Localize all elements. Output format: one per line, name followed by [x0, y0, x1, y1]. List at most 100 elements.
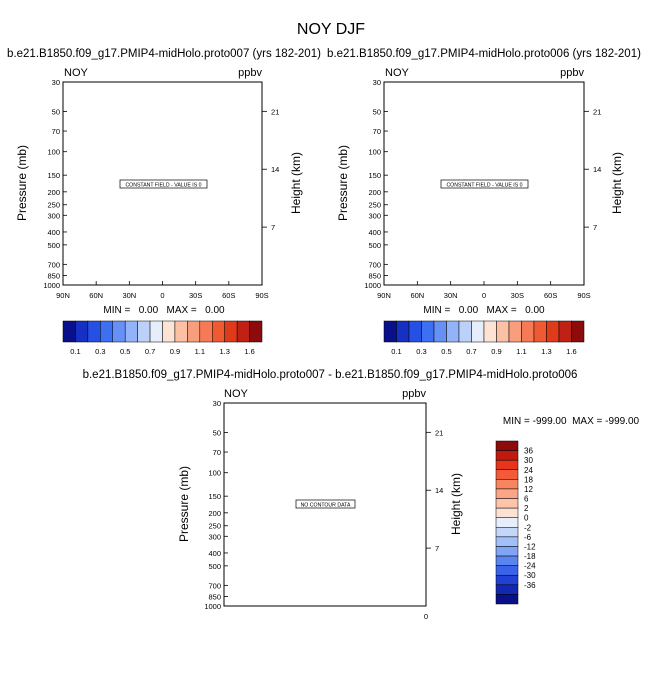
diff-colorbar-swatch [495, 450, 519, 461]
diff-colorbar-label: 12 [524, 485, 533, 494]
pressure-tick-label: 70 [373, 127, 381, 136]
diff-colorbar-label: 0 [524, 514, 529, 523]
height-tick-label: 14 [271, 165, 279, 174]
colorbar-swatch [249, 320, 263, 343]
height-tick-label: 21 [593, 107, 601, 116]
x-tick-label: 90N [377, 291, 391, 300]
pressure-tick-label: 700 [208, 581, 221, 590]
colorbar-label: 0.5 [441, 347, 451, 356]
panel-3-plot-frame [223, 402, 427, 607]
colorbar-swatch [521, 320, 535, 343]
x-tick-label: 0 [482, 291, 486, 300]
panel-1-colorbar: 0.1 0.3 0.5 0.7 0.9 1.1 1.3 1.6 [62, 320, 263, 356]
colorbar-label: 0.1 [391, 347, 401, 356]
height-tick-label: 21 [271, 107, 279, 116]
diff-colorbar-swatch [495, 565, 519, 576]
colorbar-label: 0.3 [95, 347, 105, 356]
panel-3-height-axis-label: Height (km) [449, 473, 463, 535]
pressure-tick-label: 250 [208, 522, 221, 531]
pressure-tick-label: 30 [52, 78, 60, 87]
height-tick-label: 7 [271, 223, 275, 232]
diff-colorbar-swatch [495, 507, 519, 518]
panel-1-variable-label: NOY [64, 67, 89, 79]
diff-colorbar-swatch [495, 488, 519, 499]
pressure-tick-label: 200 [368, 188, 381, 197]
panel-2-min-max: MIN = 0.00 MAX = 0.00 [423, 305, 545, 316]
colorbar-label: 1.3 [541, 347, 551, 356]
panel-2-message: CONSTANT FIELD - VALUE IS 0 [446, 183, 522, 189]
colorbar-swatch [187, 320, 201, 343]
colorbar-swatch [212, 320, 225, 343]
pressure-tick-label: 70 [52, 127, 60, 136]
x-tick-label: 30N [122, 291, 136, 300]
pressure-tick-label: 500 [47, 241, 60, 250]
pressure-tick-label: 1000 [43, 281, 60, 290]
pressure-tick-label: 850 [47, 272, 60, 281]
panel-3-height-ticks: 21 14 7 [426, 428, 443, 553]
diff-colorbar-label: 18 [524, 475, 533, 484]
diff-colorbar-swatch [495, 498, 519, 509]
colorbar-swatch [533, 320, 547, 343]
colorbar-swatch [137, 320, 151, 343]
panel-2-lat-ticks: 90N 60N 30N 0 30S 60S 90S [377, 281, 591, 300]
height-tick-label: 14 [593, 165, 601, 174]
colorbar-label: 1.1 [195, 347, 205, 356]
colorbar-swatch [471, 320, 485, 343]
diff-colorbar-swatch [495, 459, 519, 471]
diff-colorbar-label: -12 [524, 542, 536, 551]
panel-2-height-axis-label: Height (km) [610, 152, 624, 214]
colorbar-swatch [224, 320, 238, 343]
panel-1-message: CONSTANT FIELD - VALUE IS 0 [125, 183, 201, 189]
pressure-tick-label: 400 [208, 549, 221, 558]
pressure-tick-label: 400 [368, 228, 381, 237]
colorbar-swatch [558, 320, 572, 343]
x-tick-label: 60S [222, 291, 235, 300]
colorbar-label: 0.7 [145, 347, 155, 356]
pressure-tick-label: 700 [368, 260, 381, 269]
diff-colorbar-swatch [495, 594, 519, 605]
x-tick-label: 90S [577, 291, 590, 300]
diff-colorbar-label: 30 [524, 456, 533, 465]
pressure-tick-label: 250 [47, 201, 60, 210]
panel-1-pressure-axis-label: Pressure (mb) [15, 145, 29, 221]
panel-3-pressure-axis-label: Pressure (mb) [177, 466, 191, 542]
diff-colorbar-swatch [495, 536, 519, 547]
colorbar-swatch [112, 320, 126, 343]
diff-colorbar-label: -2 [524, 523, 532, 532]
panel-2-colorbar: 0.1 0.3 0.5 0.7 0.9 1.1 1.3 1.6 [383, 320, 585, 356]
colorbar-label: 0.1 [70, 347, 80, 356]
diff-colorbar-label: 24 [524, 466, 533, 475]
panel-2-height-ticks: 21 14 7 [584, 107, 601, 232]
diff-colorbar-swatch [495, 440, 519, 451]
colorbar-swatch [124, 320, 138, 343]
pressure-tick-label: 300 [47, 211, 60, 220]
colorbar-swatch [483, 320, 497, 343]
pressure-tick-label: 500 [368, 241, 381, 250]
x-tick-label: 30S [189, 291, 202, 300]
pressure-tick-label: 500 [208, 562, 221, 571]
pressure-tick-label: 150 [208, 492, 221, 501]
panel-1-height-axis-label: Height (km) [289, 152, 303, 214]
pressure-tick-label: 300 [208, 532, 221, 541]
diff-colorbar-swatch [495, 517, 519, 528]
pressure-tick-label: 150 [368, 171, 381, 180]
diff-colorbar-swatch [495, 527, 519, 538]
diff-colorbar-label: 2 [524, 504, 529, 513]
pressure-tick-label: 850 [208, 593, 221, 602]
x-tick-label: 60N [410, 291, 424, 300]
diff-colorbar-swatch [495, 584, 519, 595]
colorbar-label: 0.9 [491, 347, 501, 356]
colorbar-swatch [75, 320, 89, 343]
colorbar-swatch [408, 320, 422, 343]
pressure-tick-label: 700 [47, 260, 60, 269]
panel-1-min-max: MIN = 0.00 MAX = 0.00 [103, 305, 225, 316]
height-tick-label: 21 [435, 428, 443, 437]
panel-3-min-max: MIN = -999.00 MAX = -999.00 [503, 416, 640, 427]
pressure-tick-label: 50 [52, 108, 60, 117]
pressure-tick-label: 850 [368, 272, 381, 281]
panel-2-title: b.e21.B1850.f09_g17.PMIP4-midHolo.proto0… [327, 48, 641, 60]
pressure-tick-label: 50 [373, 108, 381, 117]
